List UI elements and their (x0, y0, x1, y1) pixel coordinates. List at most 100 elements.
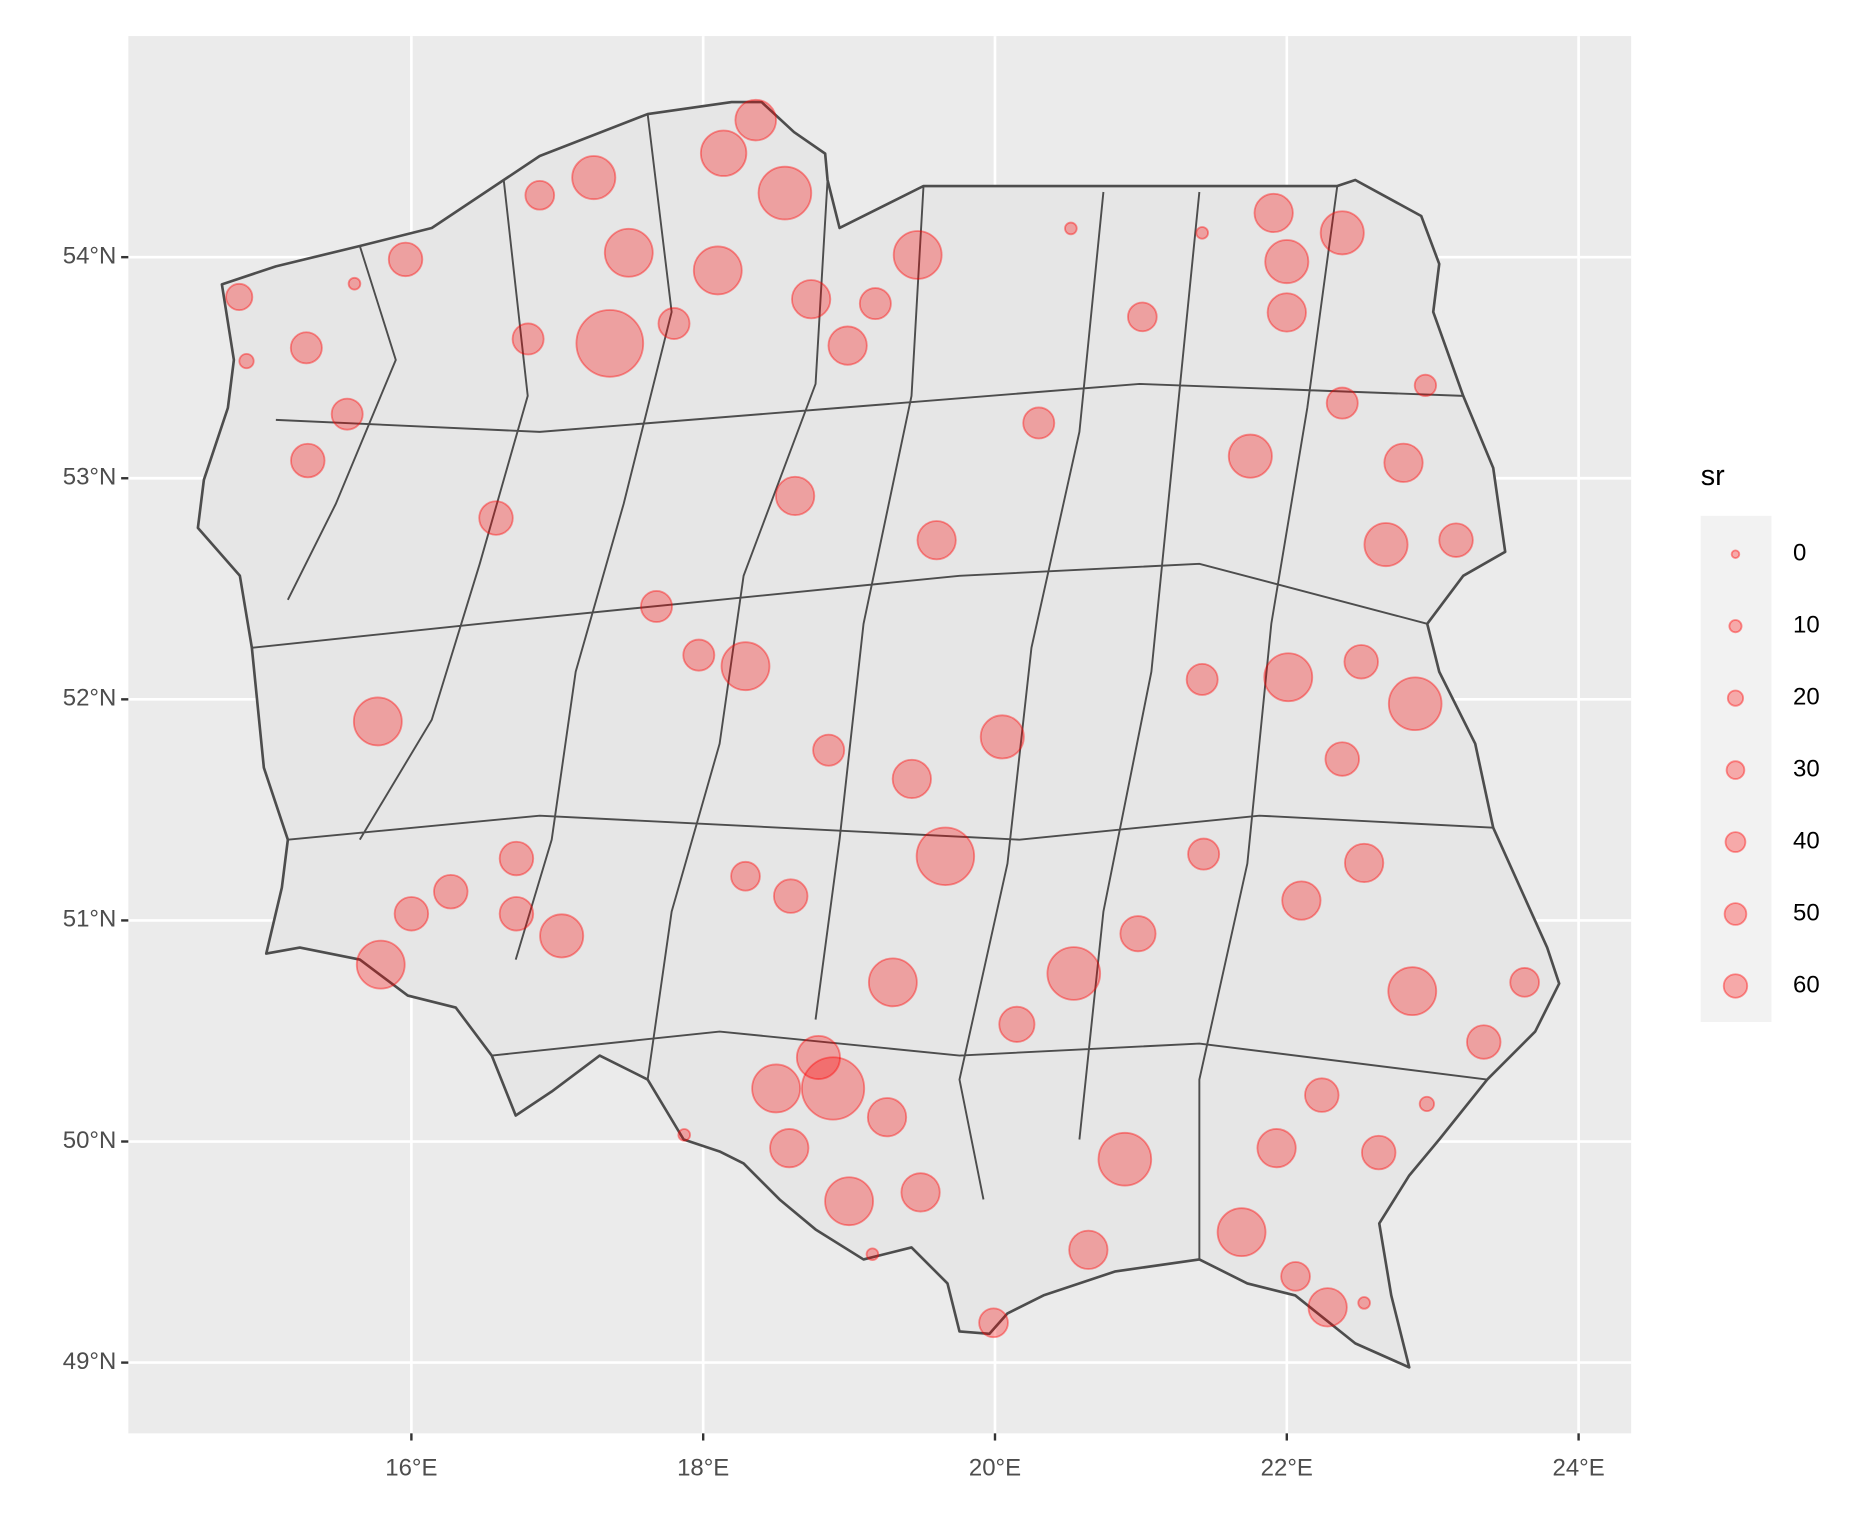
bubble (720, 641, 771, 692)
bubble (978, 1307, 1009, 1339)
bubble (498, 840, 535, 877)
bubble (657, 307, 691, 340)
bubble (1256, 1128, 1297, 1169)
y-tick-label: 49°N (63, 1348, 117, 1375)
bubble (1509, 967, 1540, 998)
bubble (916, 520, 957, 561)
y-tick-label: 54°N (63, 242, 117, 269)
bubble (1046, 946, 1102, 1001)
legend-key (1725, 760, 1746, 780)
bubble (812, 733, 846, 767)
x-tick-label: 24°E (1552, 1455, 1604, 1482)
bubble (1281, 880, 1322, 921)
bubble (347, 276, 362, 291)
legend-label: 60 (1793, 971, 1820, 998)
legend-label: 10 (1793, 611, 1820, 638)
bubble (1343, 644, 1379, 680)
bubble (603, 227, 654, 278)
bubble (498, 896, 535, 932)
bubble (1022, 406, 1056, 440)
legend-label: 0 (1793, 540, 1806, 567)
bubble (751, 1063, 802, 1114)
bubble (998, 1005, 1036, 1043)
bubble (866, 1097, 908, 1138)
bubble (699, 129, 748, 177)
y-tick-label: 53°N (63, 464, 117, 491)
bubble (734, 98, 777, 142)
bubble (1319, 210, 1365, 256)
bubble (225, 282, 254, 312)
bubble (433, 873, 469, 910)
bubble (1195, 226, 1209, 240)
bubble (1438, 522, 1474, 558)
legend-title: sr (1701, 460, 1725, 492)
bubble (524, 179, 556, 211)
bubble (640, 590, 673, 623)
bubble (355, 939, 406, 990)
legend-label: 40 (1793, 827, 1820, 854)
bubble (800, 1056, 866, 1121)
bubble (769, 1128, 810, 1169)
bubble (352, 696, 403, 747)
bubble (1466, 1024, 1502, 1060)
bubble (1216, 1207, 1267, 1258)
bubble (775, 475, 816, 517)
bubble (1413, 373, 1438, 398)
x-tick-label: 16°E (385, 1455, 437, 1482)
bubble (795, 1035, 841, 1080)
bubble (1097, 1131, 1153, 1187)
legend-key (1724, 831, 1747, 853)
bubble (900, 1172, 941, 1213)
bubble (791, 279, 832, 320)
bubble (1357, 1296, 1371, 1310)
bubble (1264, 239, 1310, 285)
bubble (290, 442, 326, 479)
bubble (827, 325, 868, 366)
bubble (682, 638, 716, 672)
bubble (1263, 652, 1314, 703)
legend-key (1723, 902, 1748, 926)
legend-keys (1700, 515, 1772, 1022)
legend-label: 20 (1793, 683, 1820, 710)
bubble (393, 896, 430, 932)
region-borders (251, 113, 1494, 1260)
bubble (891, 758, 932, 800)
bubble (1325, 386, 1359, 420)
bubble (865, 1247, 880, 1262)
bubble (979, 714, 1025, 760)
bubble (1387, 966, 1438, 1017)
bubble (539, 913, 585, 959)
bubble (1227, 433, 1273, 479)
bubble (1253, 192, 1294, 234)
bubble (238, 352, 255, 370)
bubble (824, 1176, 874, 1227)
bubble (1280, 1261, 1311, 1292)
bubble (1119, 915, 1157, 953)
bubble (892, 230, 943, 280)
bubble (1068, 1229, 1109, 1270)
bubble (1361, 1134, 1397, 1171)
x-tick-label: 22°E (1261, 1455, 1313, 1482)
bubble (757, 165, 813, 221)
bubble (330, 397, 364, 431)
bubble (1387, 676, 1443, 732)
x-tick-label: 18°E (677, 1455, 729, 1482)
bubble (730, 860, 761, 892)
bubbles (225, 98, 1540, 1339)
legend-label: 30 (1793, 755, 1820, 782)
bubble (1185, 662, 1219, 696)
bubble (478, 500, 514, 536)
bubble (289, 331, 323, 365)
bubble (575, 309, 645, 378)
bubble (1187, 837, 1221, 871)
bubble (511, 322, 545, 356)
bubble (692, 245, 743, 296)
y-tick-label: 51°N (63, 906, 117, 933)
bubble (1344, 842, 1385, 884)
x-tick-label: 20°E (969, 1455, 1021, 1482)
bubble (1324, 741, 1360, 777)
bubble (1363, 522, 1409, 568)
y-tick-label: 52°N (63, 685, 117, 712)
bubble (1304, 1077, 1340, 1113)
